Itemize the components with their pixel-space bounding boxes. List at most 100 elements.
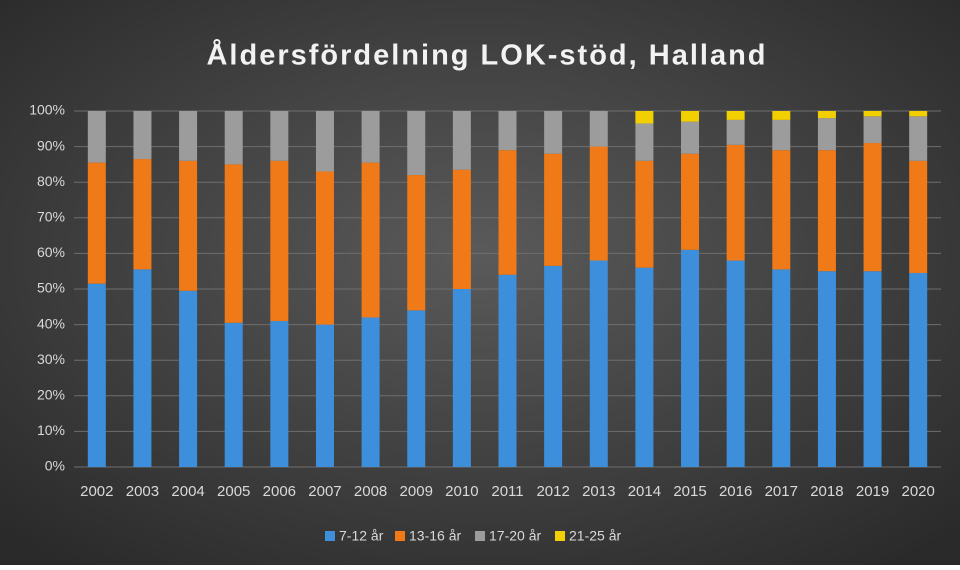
bar-segment — [407, 175, 426, 311]
bar-segment — [179, 160, 198, 291]
x-tick-label: 2002 — [80, 483, 113, 500]
bar-segment — [544, 111, 563, 154]
bar-segment — [863, 116, 882, 144]
x-tick-label: 2011 — [491, 483, 523, 500]
x-tick-label: 2016 — [719, 483, 752, 500]
bar-segment — [817, 111, 836, 119]
bar-segment — [133, 159, 152, 270]
x-tick-label: 2005 — [217, 483, 250, 500]
bar-segment — [589, 111, 608, 147]
y-tick-label: 50% — [37, 280, 65, 296]
bar-segment — [681, 121, 700, 154]
bar-segment — [133, 269, 152, 467]
bar-segment — [726, 144, 745, 261]
y-tick-label: 0% — [45, 458, 65, 474]
bar-segment — [681, 111, 700, 122]
bar-segment — [909, 116, 928, 161]
bar-segment — [772, 111, 791, 120]
y-tick-label: 30% — [37, 351, 65, 367]
bar-segment — [87, 162, 106, 284]
bar-segment — [681, 153, 700, 250]
bar-segment — [452, 289, 471, 467]
legend-swatch — [555, 531, 565, 541]
x-tick-label: 2014 — [628, 483, 661, 500]
bar-segment — [817, 271, 836, 467]
bar-segment — [772, 119, 791, 151]
x-tick-label: 2012 — [536, 483, 569, 500]
bar-segment — [909, 160, 928, 273]
bar-segment — [315, 171, 334, 325]
bar-segment — [544, 153, 563, 266]
bar-segment — [909, 111, 928, 117]
bar-segment — [270, 321, 289, 467]
bar-segment — [863, 271, 882, 467]
x-tick-label: 2007 — [308, 483, 341, 500]
x-tick-label: 2008 — [354, 483, 387, 500]
x-tick-label: 2010 — [445, 483, 478, 500]
bar-segment — [315, 324, 334, 467]
x-tick-label: 2004 — [171, 483, 204, 500]
bar-segment — [315, 111, 334, 172]
bar-segment — [863, 111, 882, 117]
bar-segment — [224, 164, 243, 323]
bar-segment — [498, 274, 517, 467]
y-tick-label: 20% — [37, 387, 65, 403]
legend-swatch — [325, 531, 335, 541]
bar-segment — [407, 111, 426, 176]
bar-segment — [817, 118, 836, 151]
bar-segment — [635, 123, 654, 161]
bar-segment — [498, 111, 517, 151]
x-tick-label: 2018 — [810, 483, 843, 500]
bar-segment — [635, 111, 654, 124]
bar-segment — [270, 111, 289, 161]
x-tick-label: 2015 — [673, 483, 706, 500]
y-tick-label: 10% — [37, 422, 65, 438]
y-tick-label: 100% — [29, 102, 65, 118]
bar-segment — [361, 317, 380, 467]
y-tick-label: 40% — [37, 315, 65, 331]
bar-segment — [909, 272, 928, 467]
bar-segment — [452, 169, 471, 289]
legend-swatch — [395, 531, 405, 541]
bar-segment — [361, 111, 380, 163]
legend-swatch — [475, 531, 485, 541]
bar-segment — [224, 322, 243, 467]
y-tick-label: 70% — [37, 209, 65, 225]
bar-segment — [589, 146, 608, 261]
bar-segment — [224, 111, 243, 165]
legend-label: 17-20 år — [489, 528, 541, 544]
y-tick-label: 60% — [37, 244, 65, 260]
legend-label: 13-16 år — [409, 528, 461, 544]
bar-segment — [452, 111, 471, 170]
bar-segment — [681, 249, 700, 467]
x-tick-label: 2020 — [901, 483, 934, 500]
bar-segment — [772, 150, 791, 270]
y-tick-label: 90% — [37, 137, 65, 153]
bar-segment — [726, 111, 745, 120]
x-tick-label: 2013 — [582, 483, 615, 500]
x-tick-label: 2009 — [400, 483, 433, 500]
bar-segment — [87, 283, 106, 467]
x-tick-label: 2017 — [765, 483, 798, 500]
bar-segment — [772, 269, 791, 467]
bar-segment — [863, 143, 882, 272]
bar-segment — [361, 162, 380, 318]
bar-segment — [270, 160, 289, 322]
legend-label: 21-25 år — [569, 528, 621, 544]
bar-segment — [726, 119, 745, 145]
x-tick-label: 2019 — [856, 483, 889, 500]
x-tick-label: 2006 — [263, 483, 296, 500]
bar-segment — [544, 265, 563, 467]
bar-segment — [133, 111, 152, 160]
bar-segment — [726, 260, 745, 467]
bar-segment — [589, 260, 608, 467]
bar-segment — [87, 111, 106, 163]
bar-segment — [179, 290, 198, 467]
legend-label: 7-12 år — [339, 528, 384, 544]
bar-segment — [407, 310, 426, 467]
bar-segment — [635, 267, 654, 467]
bar-segment — [179, 111, 198, 161]
y-tick-label: 80% — [37, 173, 65, 189]
